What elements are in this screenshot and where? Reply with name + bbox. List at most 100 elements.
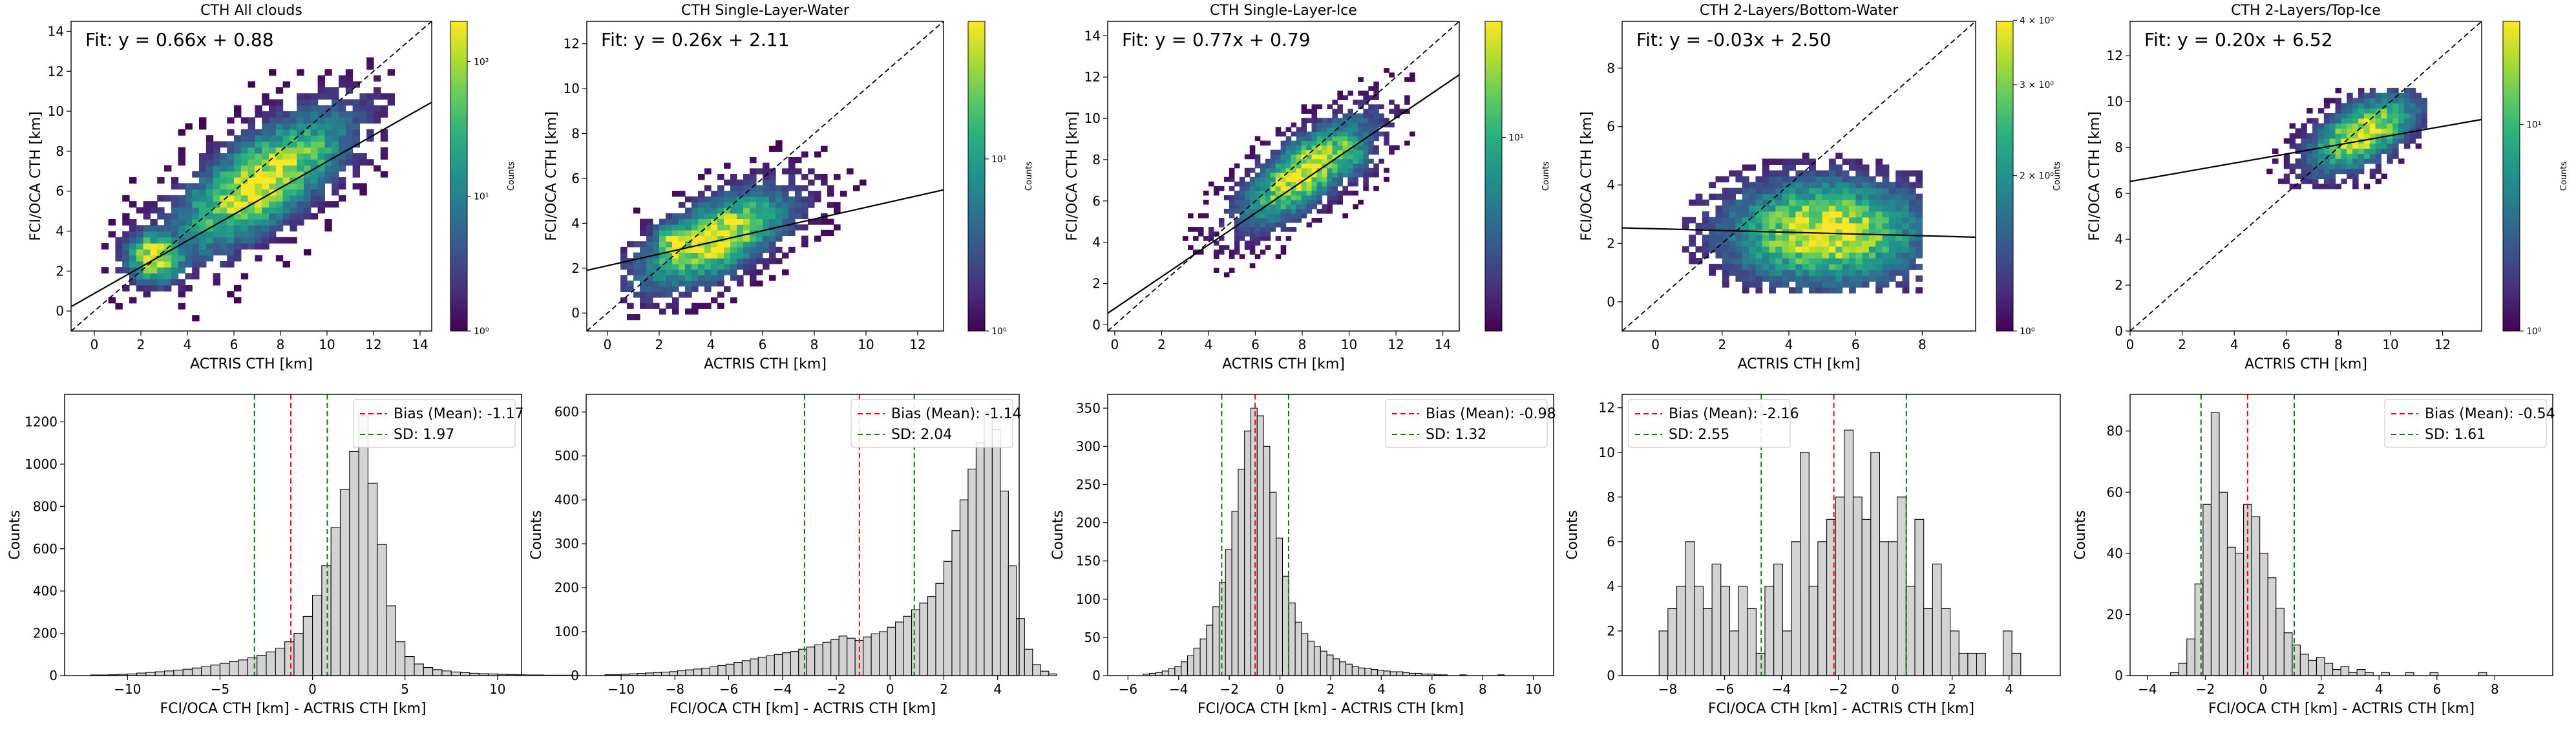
density-bin [2312, 148, 2319, 154]
density-bin [1316, 163, 1323, 169]
density-bin [620, 275, 628, 281]
density-bin [1742, 234, 1749, 241]
legend-bias-label: Bias (Mean): -0.54 [2425, 406, 2555, 422]
density-bin [1695, 246, 1703, 253]
density-bin [1353, 204, 1358, 209]
density-bin [269, 237, 277, 244]
density-bin [129, 279, 137, 286]
density-bin [1888, 234, 1896, 241]
density-bin [1254, 176, 1261, 182]
x-tick-label: 8 [277, 337, 285, 352]
density-bin [1789, 193, 1796, 200]
density-bin [345, 75, 354, 82]
density-bin [1855, 240, 1863, 247]
density-bin [743, 241, 750, 248]
density-bin [633, 292, 640, 298]
density-bin [2398, 118, 2405, 124]
density-bin [1875, 193, 1883, 200]
density-bin [717, 191, 724, 197]
density-bin [332, 105, 339, 112]
density-bin [1862, 211, 1870, 218]
density-bin [359, 111, 367, 118]
density-bin [122, 213, 130, 220]
histogram-bar [1168, 668, 1176, 676]
fit-line [1621, 227, 1976, 238]
density-bin [1306, 167, 1313, 173]
histogram-bar [1351, 666, 1359, 676]
density-bin [2392, 138, 2399, 144]
density-bin [2369, 133, 2376, 139]
density-bin [1270, 213, 1276, 219]
density-bin [730, 230, 737, 237]
density-bin [213, 141, 220, 148]
density-bin [1916, 275, 1923, 282]
density-bin [750, 174, 757, 180]
density-bin [213, 237, 220, 244]
histogram-bar [2349, 672, 2358, 676]
density-bin [275, 111, 284, 118]
density-bin [269, 195, 277, 202]
density-bin [2335, 118, 2341, 124]
density-bin [685, 269, 692, 275]
density-bin [304, 153, 311, 160]
density-bin [1795, 187, 1803, 195]
density-bin [1702, 251, 1709, 259]
density-bin [1882, 222, 1890, 230]
density-bin [1902, 176, 1910, 183]
density-bin [1316, 149, 1323, 155]
density-bin [129, 249, 137, 256]
density-bin [2387, 108, 2393, 114]
density-bin [1782, 222, 1789, 230]
density-bin [1882, 234, 1890, 241]
density-bin [282, 177, 290, 184]
y-tick-label: 10 [564, 81, 580, 96]
density-bin [227, 219, 235, 226]
y-tick-label: 0 [1607, 668, 1615, 683]
density-bin [1842, 228, 1850, 235]
density-bin [763, 241, 770, 248]
histogram-panel-2: −10 −8 −6 −4 −2 0 2 40100200300400500600FCI/OCA… [529, 394, 1057, 717]
x-tick-label: 14 [1435, 337, 1451, 352]
density-bin [1862, 228, 1870, 235]
density-bin [240, 231, 249, 238]
x-tick-label: 0 [1891, 681, 1899, 697]
x-tick-label: 0 [886, 681, 894, 697]
density-bin [1337, 158, 1343, 164]
legend-bias-label: Bias (Mean): -0.98 [1426, 406, 1556, 422]
density-bin [178, 243, 185, 250]
density-bin [1835, 187, 1843, 195]
density-bin [2312, 163, 2319, 169]
density-bin [1301, 195, 1307, 200]
density-bin [1208, 181, 1214, 187]
one-to-one-line [2129, 21, 2482, 332]
density-bin [317, 105, 325, 112]
y-tick-label: 0 [2115, 323, 2123, 339]
y-tick-label: 800 [33, 498, 58, 514]
density-bin [692, 202, 699, 208]
density-bin [240, 219, 249, 226]
density-bin [653, 303, 660, 309]
density-bin [282, 165, 290, 172]
density-bin [2317, 138, 2325, 144]
density-bin [1311, 145, 1318, 151]
histogram-bar [321, 565, 332, 676]
density-bin [1715, 234, 1723, 241]
density-bin [317, 153, 325, 160]
density-bin [2323, 178, 2330, 184]
density-bin [2352, 112, 2359, 119]
density-bin [1795, 234, 1803, 241]
density-bin [1789, 199, 1796, 206]
density-bin [763, 219, 770, 225]
density-bin [711, 252, 718, 259]
density-bin [750, 168, 757, 175]
density-bin [1795, 222, 1803, 230]
density-bin [640, 297, 647, 304]
density-bin [213, 153, 220, 160]
density-bin [129, 261, 137, 268]
density-bin [620, 252, 628, 259]
density-bin [698, 208, 705, 214]
density-bin [2329, 178, 2336, 184]
density-bin [2398, 128, 2405, 134]
density-bin [1775, 187, 1783, 195]
